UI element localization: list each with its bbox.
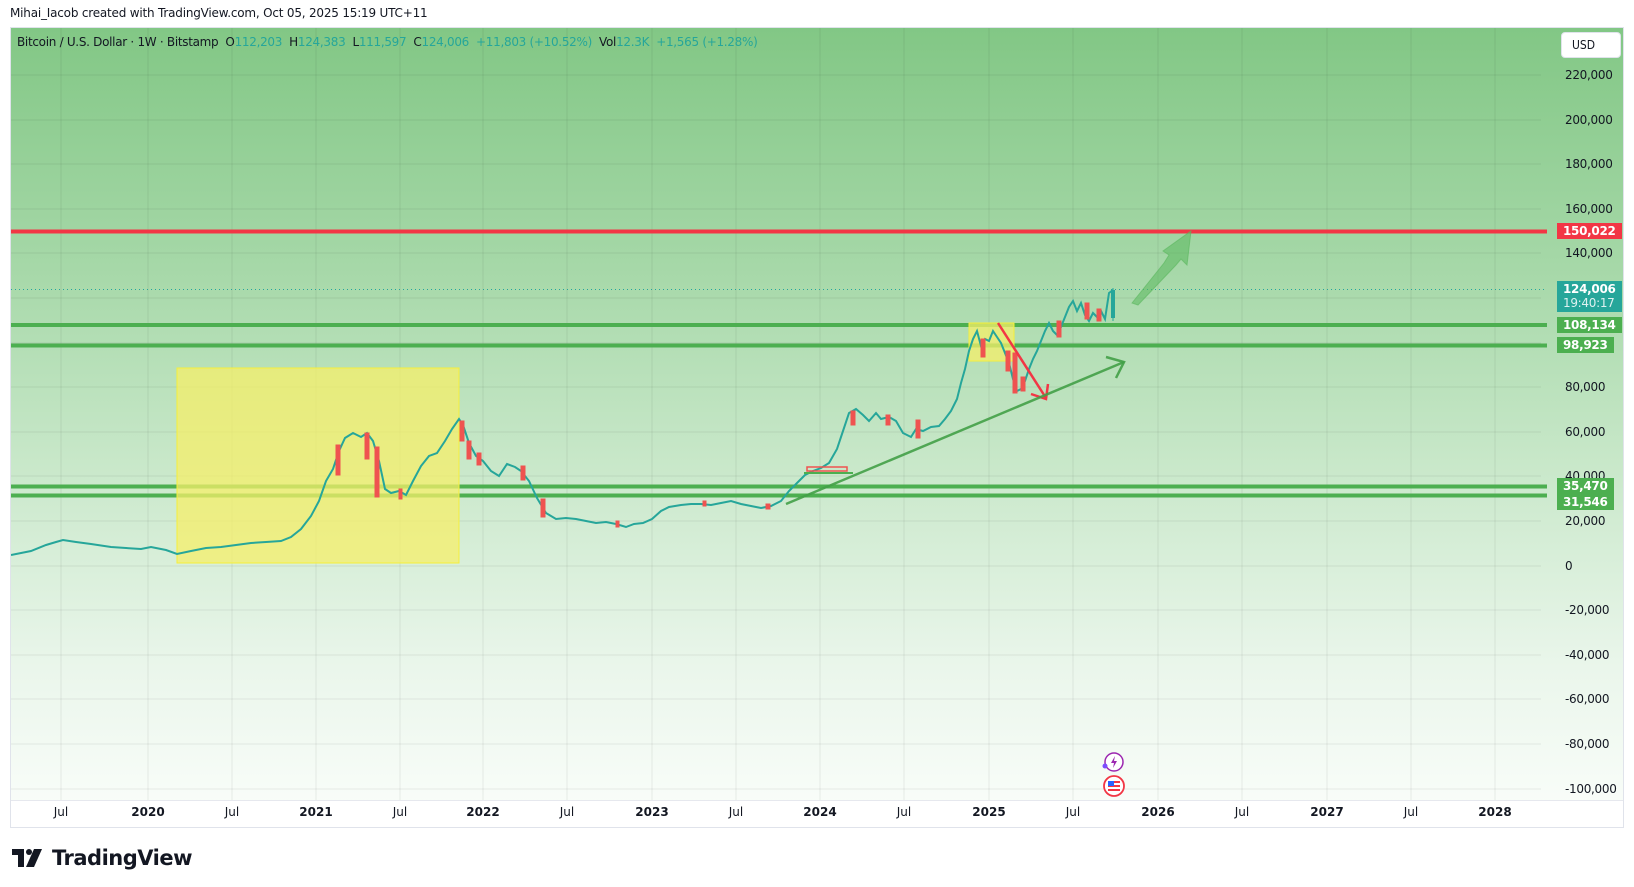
tradingview-logo-icon xyxy=(12,849,42,867)
level-tag-35470: 35,470 xyxy=(1557,478,1614,494)
price-tick: -60,000 xyxy=(1565,692,1610,706)
time-tick: Jul xyxy=(53,805,69,819)
last-price-tag: 124,006 19:40:17 xyxy=(1557,281,1622,312)
time-tick: Jul xyxy=(728,805,744,819)
low-value: 111,597 xyxy=(358,35,407,49)
time-tick: Jul xyxy=(1403,805,1419,819)
currency-button[interactable]: USD xyxy=(1561,32,1621,58)
price-tick: 140,000 xyxy=(1565,246,1613,260)
close-value: 124,006 xyxy=(421,35,470,49)
price-tick: -20,000 xyxy=(1565,603,1610,617)
volume-change: +1,565 (+1.28%) xyxy=(656,35,758,49)
price-tick: -80,000 xyxy=(1565,737,1610,751)
time-tick: Jul xyxy=(1234,805,1250,819)
bar-countdown: 19:40:17 xyxy=(1563,296,1615,310)
price-tick: -40,000 xyxy=(1565,648,1610,662)
open-value: 112,203 xyxy=(234,35,283,49)
level-tag-108134: 108,134 xyxy=(1557,317,1622,333)
time-tick: 2028 xyxy=(1478,805,1512,819)
level-tag-31546: 31,546 xyxy=(1557,494,1614,510)
chart-pane[interactable]: Bitcoin / U.S. Dollar · 1W · Bitstamp O1… xyxy=(10,27,1624,828)
symbol-legend[interactable]: Bitcoin / U.S. Dollar · 1W · Bitstamp O1… xyxy=(17,35,758,49)
price-tick: 20,000 xyxy=(1565,514,1606,528)
time-tick: Jul xyxy=(224,805,240,819)
price-tick: 0 xyxy=(1565,559,1573,573)
time-tick: 2022 xyxy=(466,805,500,819)
time-tick: 2026 xyxy=(1141,805,1175,819)
price-tick: 80,000 xyxy=(1565,380,1606,394)
price-candles xyxy=(11,288,1115,556)
event-icon-lightning xyxy=(1102,752,1124,772)
vertical-gridlines xyxy=(60,28,1496,801)
time-tick: 2025 xyxy=(972,805,1006,819)
time-tick: 2027 xyxy=(1310,805,1344,819)
time-tick: 2023 xyxy=(635,805,669,819)
time-tick: Jul xyxy=(392,805,408,819)
event-icon-us-flag xyxy=(1103,775,1125,797)
tradingview-logo[interactable]: TradingView xyxy=(12,846,192,870)
time-tick: 2024 xyxy=(803,805,837,819)
price-tick: 60,000 xyxy=(1565,425,1606,439)
highlight-box-2020-2021 xyxy=(176,367,460,564)
time-axis[interactable] xyxy=(11,800,1623,827)
symbol-name[interactable]: Bitcoin / U.S. Dollar · 1W · Bitstamp xyxy=(17,35,219,49)
time-tick: 2020 xyxy=(131,805,165,819)
time-tick: Jul xyxy=(896,805,912,819)
consolidation-box xyxy=(806,466,848,472)
chart-canvas[interactable] xyxy=(11,28,1624,828)
resistance-price-tag: 150,022 xyxy=(1557,223,1622,239)
time-tick: 2021 xyxy=(299,805,333,819)
chart-attribution: Mihai_Iacob created with TradingView.com… xyxy=(10,6,428,20)
price-tick: -100,000 xyxy=(1565,782,1617,796)
time-tick: Jul xyxy=(559,805,575,819)
price-tick: 220,000 xyxy=(1565,68,1613,82)
volume-value: 12.3K xyxy=(616,35,650,49)
level-tag-98923: 98,923 xyxy=(1557,337,1614,353)
red-down-arrow xyxy=(996,322,1050,401)
price-tick: 200,000 xyxy=(1565,113,1613,127)
change-value: +11,803 (+10.52%) xyxy=(476,35,592,49)
down-candles xyxy=(335,302,1102,528)
projection-arrow xyxy=(1131,229,1192,306)
price-tick: 160,000 xyxy=(1565,202,1613,216)
tradingview-logo-text: TradingView xyxy=(52,846,192,870)
price-tick: 180,000 xyxy=(1565,157,1613,171)
time-tick: Jul xyxy=(1065,805,1081,819)
high-value: 124,383 xyxy=(297,35,346,49)
green-trendline-arrow xyxy=(785,355,1126,506)
